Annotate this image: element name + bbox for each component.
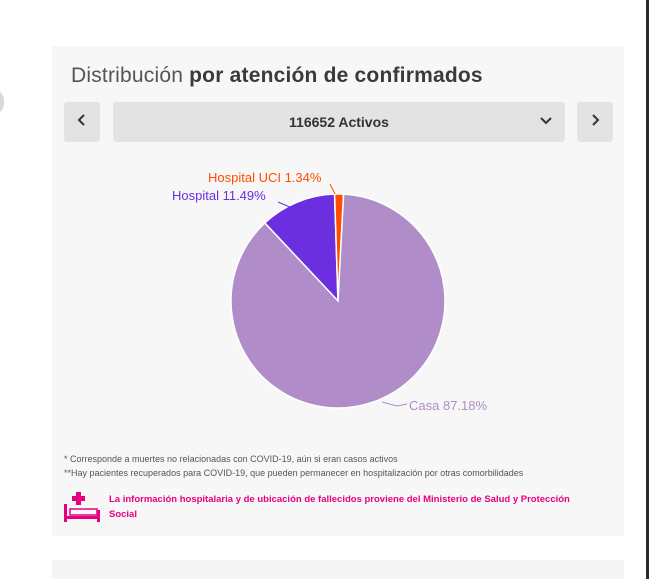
- select-value: 116652 Activos: [289, 114, 389, 130]
- chevron-down-icon: [539, 113, 553, 134]
- attention-pie-chart: Casa 87.18% Hospital 11.49% Hospital UCI 1…: [172, 170, 487, 413]
- next-button[interactable]: [577, 102, 613, 142]
- pie-leader-line: [381, 401, 408, 407]
- title-light: Distribución: [71, 64, 184, 87]
- pie-label-casa: Casa 87.18%: [409, 398, 487, 413]
- window-border: [646, 0, 649, 579]
- pie-slice-hospital[interactable]: [263, 193, 339, 303]
- pie-slice-casa[interactable]: [230, 193, 446, 409]
- previous-button[interactable]: [64, 102, 100, 142]
- chevron-right-icon: [590, 113, 600, 131]
- pie-label-hospital: Hospital 11.49%: [172, 188, 266, 203]
- footnotes: * Corresponde a muertes no relacionadas …: [64, 452, 523, 480]
- pie-leader-line: [277, 201, 293, 209]
- side-control: [0, 92, 4, 112]
- next-card: [52, 560, 624, 579]
- footnote-1: * Corresponde a muertes no relacionadas …: [64, 454, 398, 464]
- page-title: Distribución por atención de confirmados: [71, 64, 483, 88]
- hospital-bed-icon: [62, 490, 104, 529]
- info-text: La información hospitalaria y de ubicaci…: [109, 494, 570, 520]
- chevron-left-icon: [77, 113, 87, 131]
- status-select[interactable]: 116652 Activos: [113, 102, 565, 142]
- pie-leader-line: [329, 183, 336, 195]
- pie-label-hospital-uci: Hospital UCI 1.34%: [208, 170, 322, 185]
- footnote-2: **Hay pacientes recuperados para COVID-1…: [64, 468, 524, 478]
- title-bold: por atención de confirmados: [189, 64, 483, 87]
- distribution-card: Distribución por atención de confirmados…: [52, 46, 624, 536]
